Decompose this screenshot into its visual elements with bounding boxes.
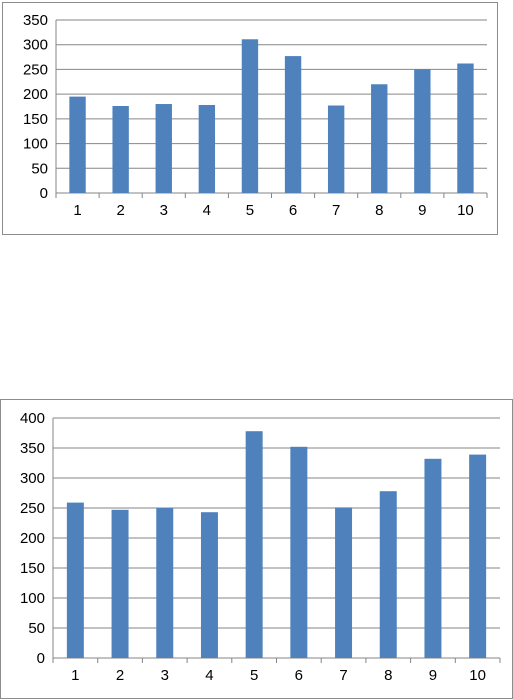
top-chart-x-tick-label: 5 xyxy=(246,202,254,219)
bottom-chart-y-tick-label: 250 xyxy=(20,500,45,517)
bottom-chart-x-tick-label: 9 xyxy=(429,667,437,684)
bottom-chart-y-tick-label: 150 xyxy=(20,560,45,577)
bottom-chart-y-tick-label: 300 xyxy=(20,470,45,487)
top-chart-bar-2 xyxy=(112,106,129,193)
bottom-chart-y-tick-label: 350 xyxy=(20,440,45,457)
bottom-chart-x-tick-label: 4 xyxy=(205,667,213,684)
top-chart-bar-10 xyxy=(457,63,474,193)
top-chart-x-tick-label: 8 xyxy=(375,202,383,219)
top-chart-bar-5 xyxy=(241,39,259,193)
top-chart-y-tick-label: 300 xyxy=(23,37,48,54)
top-chart-x-tick-label: 7 xyxy=(332,202,340,219)
top-chart-bar-1 xyxy=(69,96,86,193)
top-chart-x-tick-label: 6 xyxy=(289,202,297,219)
bottom-chart-bar-9 xyxy=(424,458,442,658)
bottom-chart-y-tick-label: 50 xyxy=(28,620,45,637)
bottom-chart-x-tick-label: 1 xyxy=(71,667,79,684)
bottom-chart-bar-3 xyxy=(156,508,174,658)
top-chart-x-tick-label: 4 xyxy=(203,202,211,219)
bottom-chart-bar-4 xyxy=(200,512,218,658)
bottom-chart-x-tick-label: 10 xyxy=(469,667,486,684)
top-chart-bar-6 xyxy=(284,56,302,193)
top-chart-x-tick-label: 1 xyxy=(73,202,81,219)
bottom-chart-x-tick-label: 7 xyxy=(339,667,347,684)
bottom-chart-bar-1 xyxy=(66,502,84,658)
bar-chart-top: 0 50 100 150 200 250 300 350 1 2 3 4 5 6 7 8 9 10 xyxy=(2,2,498,235)
top-chart-bar-3 xyxy=(155,104,172,193)
bottom-chart-x-tick-label: 5 xyxy=(250,667,258,684)
top-chart-y-tick-label: 0 xyxy=(40,185,48,202)
top-chart-x-tick-label: 3 xyxy=(160,202,168,219)
bottom-chart-bar-2 xyxy=(111,509,129,658)
bottom-chart-x-tick-label: 6 xyxy=(295,667,303,684)
bottom-chart-y-tick-label: 400 xyxy=(20,410,45,427)
bottom-chart-y-tick-label: 100 xyxy=(20,590,45,607)
top-chart-bar-4 xyxy=(198,105,216,193)
top-chart-bar-8 xyxy=(371,84,388,193)
top-chart-y-tick-label: 200 xyxy=(23,86,48,103)
top-chart-bar-7 xyxy=(327,105,345,193)
bar-chart-top-plot: 0 50 100 150 200 250 300 350 1 2 3 4 5 6 7 8 9 10 xyxy=(23,12,488,219)
bottom-chart-y-tick-label: 200 xyxy=(20,530,45,547)
bottom-chart-bar-7 xyxy=(335,507,353,658)
top-chart-x-tick-label: 2 xyxy=(116,202,124,219)
bottom-chart-x-tick-label: 3 xyxy=(161,667,169,684)
top-chart-y-tick-label: 250 xyxy=(23,61,48,78)
bottom-chart-bar-6 xyxy=(290,446,308,658)
bottom-chart-x-tick-label: 8 xyxy=(384,667,392,684)
bottom-chart-bar-8 xyxy=(379,491,397,658)
top-chart-x-tick-label: 10 xyxy=(457,202,474,219)
bottom-chart-bar-10 xyxy=(469,454,487,658)
top-chart-bar-9 xyxy=(414,69,431,193)
top-chart-y-tick-label: 350 xyxy=(23,12,48,29)
bottom-chart-y-tick-label: 0 xyxy=(37,650,45,667)
top-chart-y-tick-label: 50 xyxy=(31,160,48,177)
bar-chart-bottom-plot: 0 50 100 150 200 250 300 350 400 1 2 3 4 5 6 7 8 9 10 xyxy=(20,410,501,684)
top-chart-y-tick-label: 150 xyxy=(23,111,48,128)
top-chart-y-tick-label: 100 xyxy=(23,136,48,153)
bottom-chart-x-tick-label: 2 xyxy=(116,667,124,684)
bottom-chart-bar-5 xyxy=(245,431,263,658)
bar-chart-bottom: 0 50 100 150 200 250 300 350 400 1 2 3 4 5 6 7 8 9 10 xyxy=(0,399,513,699)
top-chart-x-tick-label: 9 xyxy=(418,202,426,219)
